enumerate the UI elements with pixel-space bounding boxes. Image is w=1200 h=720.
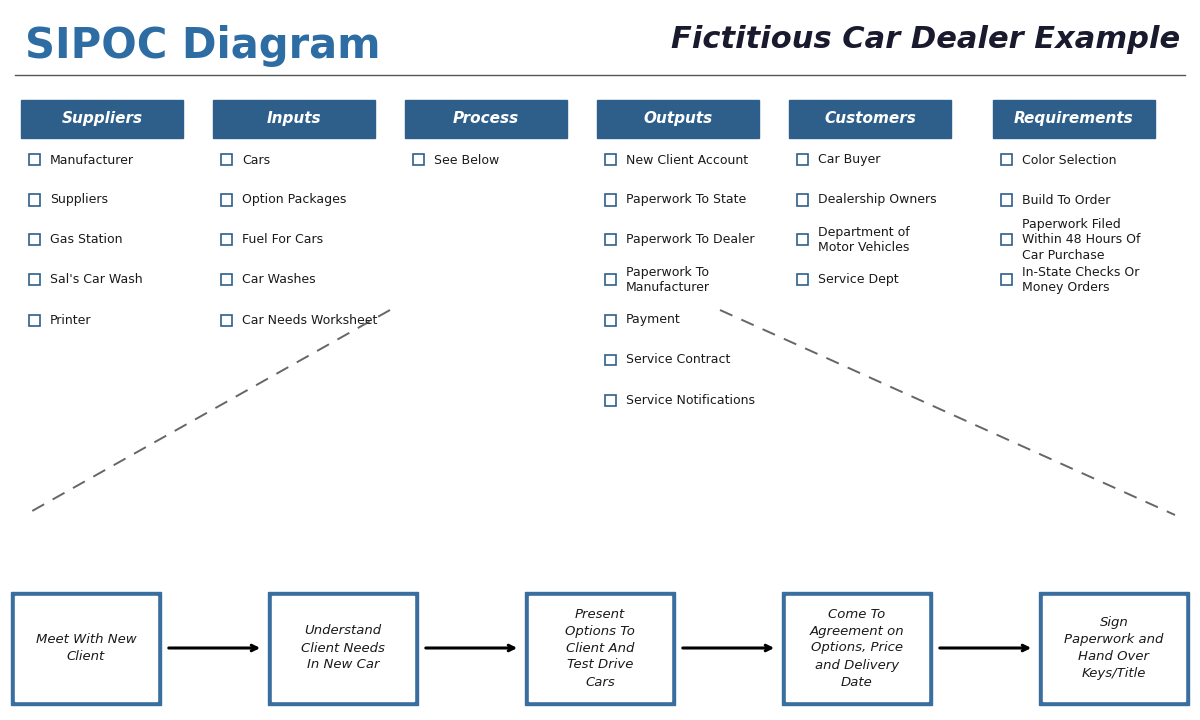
- FancyBboxPatch shape: [272, 595, 414, 701]
- FancyBboxPatch shape: [529, 595, 671, 701]
- Text: Service Dept: Service Dept: [818, 274, 899, 287]
- Text: Manufacturer: Manufacturer: [50, 153, 134, 166]
- FancyBboxPatch shape: [214, 100, 374, 138]
- Text: Department of
Motor Vehicles: Department of Motor Vehicles: [818, 226, 910, 254]
- FancyBboxPatch shape: [221, 194, 232, 205]
- Text: Come To
Agreement on
Options, Price
and Delivery
Date: Come To Agreement on Options, Price and …: [810, 608, 905, 688]
- Text: Paperwork To Dealer: Paperwork To Dealer: [626, 233, 755, 246]
- FancyBboxPatch shape: [786, 595, 928, 701]
- Text: Option Packages: Option Packages: [242, 194, 347, 207]
- FancyBboxPatch shape: [797, 235, 808, 246]
- Text: In-State Checks Or
Money Orders: In-State Checks Or Money Orders: [1022, 266, 1139, 294]
- Text: Car Needs Worksheet: Car Needs Worksheet: [242, 313, 377, 326]
- Text: Service Notifications: Service Notifications: [626, 394, 755, 407]
- Text: Dealership Owners: Dealership Owners: [818, 194, 937, 207]
- Text: Suppliers: Suppliers: [50, 194, 108, 207]
- Text: Service Contract: Service Contract: [626, 354, 731, 366]
- Text: Outputs: Outputs: [643, 112, 713, 127]
- FancyBboxPatch shape: [526, 592, 674, 704]
- FancyBboxPatch shape: [221, 235, 232, 246]
- FancyBboxPatch shape: [605, 354, 616, 366]
- Text: Suppliers: Suppliers: [61, 112, 143, 127]
- FancyBboxPatch shape: [413, 155, 424, 166]
- Text: Color Selection: Color Selection: [1022, 153, 1116, 166]
- FancyBboxPatch shape: [1043, 595, 1186, 701]
- FancyBboxPatch shape: [221, 315, 232, 325]
- FancyBboxPatch shape: [790, 100, 950, 138]
- Text: Car Buyer: Car Buyer: [818, 153, 881, 166]
- FancyBboxPatch shape: [605, 274, 616, 286]
- Text: Inputs: Inputs: [266, 112, 322, 127]
- FancyBboxPatch shape: [29, 315, 40, 325]
- Text: Understand
Client Needs
In New Car: Understand Client Needs In New Car: [301, 624, 385, 672]
- FancyBboxPatch shape: [994, 100, 1154, 138]
- FancyBboxPatch shape: [29, 194, 40, 205]
- Text: Sign
Paperwork and
Hand Over
Keys/Title: Sign Paperwork and Hand Over Keys/Title: [1064, 616, 1164, 680]
- FancyBboxPatch shape: [221, 274, 232, 286]
- FancyBboxPatch shape: [605, 235, 616, 246]
- Text: SIPOC Diagram: SIPOC Diagram: [25, 25, 380, 67]
- FancyBboxPatch shape: [29, 235, 40, 246]
- Text: Sal's Car Wash: Sal's Car Wash: [50, 274, 143, 287]
- FancyBboxPatch shape: [29, 274, 40, 286]
- Text: New Client Account: New Client Account: [626, 153, 748, 166]
- Text: Car Washes: Car Washes: [242, 274, 316, 287]
- FancyBboxPatch shape: [29, 155, 40, 166]
- Text: Paperwork To
Manufacturer: Paperwork To Manufacturer: [626, 266, 710, 294]
- Text: Fictitious Car Dealer Example: Fictitious Car Dealer Example: [671, 25, 1180, 54]
- FancyBboxPatch shape: [605, 395, 616, 405]
- FancyBboxPatch shape: [605, 315, 616, 325]
- Text: Printer: Printer: [50, 313, 91, 326]
- FancyBboxPatch shape: [596, 100, 758, 138]
- FancyBboxPatch shape: [797, 155, 808, 166]
- Text: Process: Process: [452, 112, 520, 127]
- Text: Customers: Customers: [824, 112, 916, 127]
- FancyBboxPatch shape: [782, 592, 932, 704]
- FancyBboxPatch shape: [221, 155, 232, 166]
- Text: Present
Options To
Client And
Test Drive
Cars: Present Options To Client And Test Drive…: [565, 608, 635, 688]
- Text: Build To Order: Build To Order: [1022, 194, 1110, 207]
- FancyBboxPatch shape: [1001, 235, 1012, 246]
- Text: Payment: Payment: [626, 313, 680, 326]
- Text: Requirements: Requirements: [1014, 112, 1134, 127]
- FancyBboxPatch shape: [268, 592, 418, 704]
- Text: Meet With New
Client: Meet With New Client: [36, 633, 137, 663]
- FancyBboxPatch shape: [1001, 194, 1012, 205]
- FancyBboxPatch shape: [1039, 592, 1189, 704]
- FancyBboxPatch shape: [20, 100, 182, 138]
- Text: Paperwork To State: Paperwork To State: [626, 194, 746, 207]
- FancyBboxPatch shape: [605, 155, 616, 166]
- FancyBboxPatch shape: [16, 595, 157, 701]
- FancyBboxPatch shape: [1001, 155, 1012, 166]
- FancyBboxPatch shape: [797, 274, 808, 286]
- Text: Fuel For Cars: Fuel For Cars: [242, 233, 323, 246]
- FancyBboxPatch shape: [605, 194, 616, 205]
- FancyBboxPatch shape: [1001, 274, 1012, 286]
- Text: See Below: See Below: [434, 153, 499, 166]
- FancyBboxPatch shape: [406, 100, 568, 138]
- FancyBboxPatch shape: [11, 592, 161, 704]
- FancyBboxPatch shape: [797, 194, 808, 205]
- Text: Gas Station: Gas Station: [50, 233, 122, 246]
- Text: Paperwork Filed
Within 48 Hours Of
Car Purchase: Paperwork Filed Within 48 Hours Of Car P…: [1022, 218, 1140, 262]
- Text: Cars: Cars: [242, 153, 270, 166]
